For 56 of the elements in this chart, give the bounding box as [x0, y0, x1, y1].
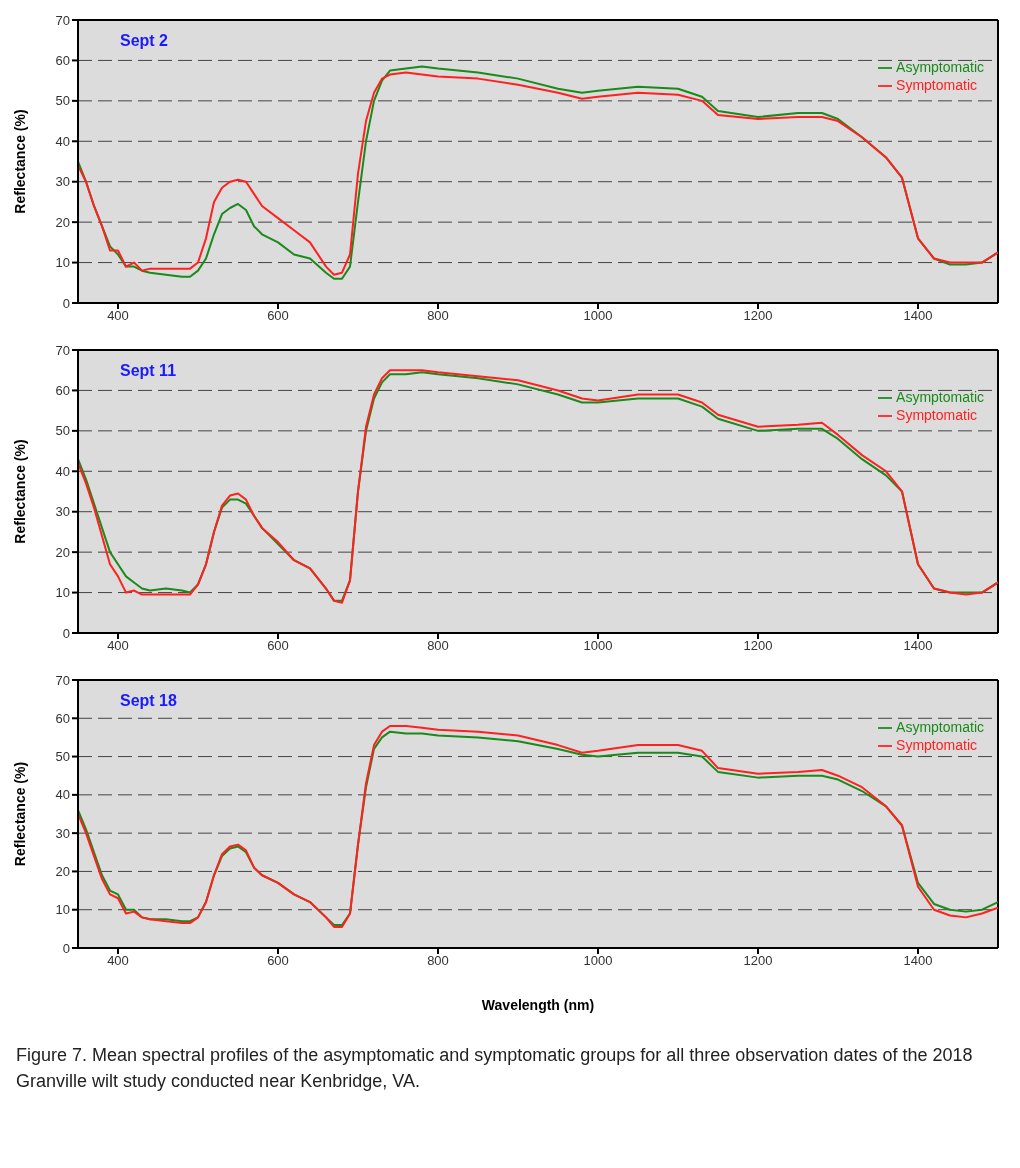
- caption: Figure 7. Mean spectral profiles of the asymptomatic and symptomatic groups for all three observation dates of the 2018 Granville wilt study conducted near Kenbridge, VA.: [15, 1044, 974, 1093]
- y-tick-label: 0: [62, 295, 70, 311]
- legend-label: Asymptomatic: [896, 389, 984, 405]
- y-tick-label: 20: [55, 214, 70, 230]
- y-tick-label: 70: [55, 12, 70, 28]
- y-tick-label: 20: [55, 544, 70, 560]
- legend-label: Symptomatic: [896, 407, 977, 423]
- y-tick-label: 10: [55, 585, 70, 601]
- y-tick-label: 30: [55, 504, 70, 520]
- y-tick-label: 10: [55, 902, 70, 918]
- x-tick-label: 1200: [743, 638, 773, 654]
- y-tick-label: 70: [55, 672, 70, 688]
- x-tick-label: 400: [107, 638, 129, 654]
- legend-label: Asymptomatic: [896, 59, 984, 75]
- y-tick-label: 40: [55, 133, 70, 149]
- x-tick-label: 1200: [743, 308, 773, 324]
- y-tick-label: 60: [55, 53, 70, 69]
- y-tick-label: 0: [62, 625, 70, 641]
- y-tick-label: 30: [55, 825, 70, 841]
- y-tick-label: 60: [55, 383, 70, 399]
- y-tick-label: 30: [55, 174, 70, 190]
- x-tick-label: 1200: [743, 953, 773, 969]
- y-tick-label: 40: [55, 463, 70, 479]
- y-tick-label: 10: [55, 255, 70, 271]
- y-tick-label: 20: [55, 864, 70, 880]
- x-tick-label: 600: [267, 308, 289, 324]
- x-tick-label: 600: [267, 953, 289, 969]
- y-axis-title: Reflectance (%): [11, 439, 28, 544]
- x-tick-label: 400: [107, 953, 129, 969]
- y-tick-label: 60: [55, 710, 70, 726]
- x-tick-label: 600: [267, 638, 289, 654]
- legend-label: Symptomatic: [896, 77, 977, 93]
- text: Sept 11: [120, 362, 177, 380]
- x-tick-label: 1000: [583, 638, 613, 654]
- legend-label: Symptomatic: [896, 737, 977, 753]
- x-tick-label: 1400: [903, 308, 933, 324]
- text: Sept 18: [120, 692, 177, 710]
- x-axis-title: Wavelength (nm): [481, 997, 595, 1013]
- y-tick-label: 70: [55, 342, 70, 358]
- legend-label: Asymptomatic: [896, 719, 984, 735]
- y-axis-title: Reflectance (%): [11, 109, 28, 214]
- x-tick-label: 400: [107, 308, 129, 324]
- x-tick-label: 1000: [583, 308, 613, 324]
- x-tick-label: 1400: [903, 953, 933, 969]
- x-tick-label: 800: [427, 638, 449, 654]
- x-tick-label: 1000: [583, 953, 613, 969]
- y-tick-label: 50: [55, 93, 70, 109]
- x-tick-label: 1400: [903, 638, 933, 654]
- x-tick-label: 800: [427, 953, 449, 969]
- y-axis-title: Reflectance (%): [11, 761, 28, 867]
- text: Sept 2: [120, 32, 169, 50]
- y-tick-label: 50: [55, 423, 70, 439]
- y-tick-label: 50: [55, 749, 70, 765]
- y-tick-label: 40: [55, 787, 70, 803]
- y-tick-label: 0: [62, 940, 70, 956]
- x-tick-label: 800: [427, 308, 449, 324]
